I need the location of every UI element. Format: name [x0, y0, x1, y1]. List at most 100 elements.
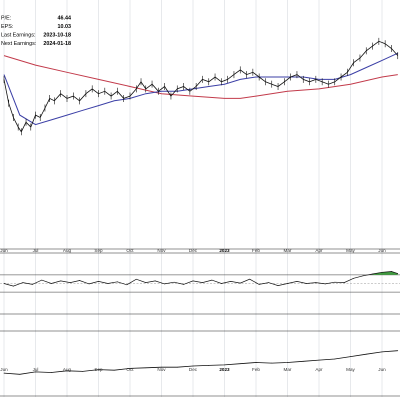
lower-indicator-point — [82, 371, 84, 372]
rsi-point — [3, 283, 5, 284]
grid-lines — [3, 0, 383, 397]
rsi-point — [381, 271, 383, 273]
x-tick-label: Apr — [315, 367, 323, 372]
sma-200-line — [3, 55, 398, 99]
x-tick-label: 2023 — [219, 248, 230, 253]
rsi-point — [296, 281, 298, 282]
rsi-point — [154, 280, 156, 282]
lower-indicator-point — [192, 365, 194, 367]
last-earnings-label: Last Earnings: — [1, 33, 35, 39]
rsi-point — [13, 285, 14, 287]
lower-indicator-point — [239, 363, 241, 365]
x-tick-label: Oct — [126, 367, 134, 372]
x-tick-label: Mar — [284, 367, 292, 372]
sma-50-line — [3, 52, 399, 126]
rsi-point — [397, 273, 399, 274]
lower-indicator-point — [397, 350, 399, 352]
rsi-point — [211, 279, 213, 281]
rsi-point — [192, 280, 194, 282]
rsi-point — [88, 283, 90, 285]
pe-label: P/E: — [1, 16, 11, 22]
pe-value: 46.44 — [58, 16, 72, 22]
last-earnings-value: 2023-10-18 — [43, 33, 71, 39]
rsi-point — [22, 282, 24, 283]
rsi-point — [183, 284, 184, 285]
lower-indicator-point — [208, 365, 210, 366]
rsi-point — [98, 281, 99, 282]
x-tick-label: Apr — [315, 248, 323, 253]
rsi-point — [258, 284, 260, 285]
rsi-point — [135, 278, 137, 280]
lower-indicator-point — [145, 367, 147, 369]
rsi-point — [277, 285, 279, 286]
lower-indicator-point — [19, 373, 21, 375]
price-line — [3, 40, 399, 133]
x-tick-label: Nov — [157, 248, 166, 253]
x-tick-label: Jun — [0, 248, 8, 253]
rsi-point — [107, 283, 109, 284]
rsi-point — [173, 281, 175, 283]
lower-indicator-point — [98, 369, 99, 370]
x-tick-label: Feb — [252, 248, 260, 253]
lower-indicator-point — [255, 362, 257, 363]
x-tick-label: Jun — [378, 367, 386, 372]
rsi-point — [117, 281, 118, 283]
rsi-point — [249, 278, 251, 280]
rsi-point — [31, 284, 33, 285]
rsi-point — [268, 282, 269, 283]
rsi-point — [287, 283, 288, 284]
lower-indicator-point — [3, 372, 5, 374]
lower-indicator-line — [3, 350, 398, 375]
rsi-point — [324, 283, 326, 285]
rsi-line — [3, 271, 398, 287]
rsi-point — [239, 282, 241, 284]
rsi-point — [50, 283, 52, 284]
rsi-point — [391, 271, 392, 272]
rsi-point — [353, 277, 354, 279]
x-tick-label: Aug — [63, 367, 72, 372]
lower-indicator-point — [50, 372, 52, 373]
x-tick-label: Jun — [378, 248, 386, 253]
rsi-point — [79, 280, 80, 281]
rsi-point — [202, 282, 203, 283]
x-tick-label: Dec — [189, 248, 198, 253]
x-tick-label: Dec — [189, 367, 198, 372]
volume-panel — [3, 350, 399, 375]
lower-indicator-point — [176, 366, 178, 368]
x-tick-label: May — [346, 367, 355, 372]
lower-indicator-point — [287, 362, 288, 363]
x-tick-label: May — [346, 248, 355, 253]
lower-indicator-point — [161, 366, 162, 368]
lower-indicator-point — [334, 358, 336, 360]
lower-indicator-point — [35, 371, 36, 373]
rsi-point — [230, 281, 232, 282]
rsi-point — [41, 279, 43, 281]
x-tick-label: Sep — [94, 248, 103, 253]
rsi-point — [60, 280, 62, 282]
lower-indicator-point — [381, 351, 383, 353]
x-axis: Jun Jun Jul Jul Aug Aug Sep Sep Oct Oct Nov Nov Dec D… — [0, 248, 386, 372]
x-tick-label: Oct — [126, 248, 134, 253]
lower-indicator-point — [66, 370, 68, 372]
eps-value: 10.03 — [58, 24, 72, 30]
rsi-point — [343, 282, 345, 283]
panel-borders — [0, 248, 400, 397]
rsi-point — [164, 283, 165, 285]
x-tick-label: 2023 — [219, 367, 230, 372]
x-tick-label: Jun — [0, 367, 8, 372]
rsi-point — [334, 281, 336, 283]
x-tick-label: Mar — [284, 248, 292, 253]
next-earnings-value: 2024-01-18 — [43, 41, 71, 47]
eps-label: EPS: — [1, 24, 13, 30]
x-tick-label: Sep — [94, 367, 103, 372]
price-panel — [3, 37, 399, 136]
rsi-point — [315, 282, 317, 283]
next-earnings-label: Next Earnings: — [1, 41, 36, 47]
rsi-panel — [0, 271, 400, 293]
lower-indicator-point — [318, 359, 320, 361]
lower-indicator-point — [302, 360, 304, 362]
lower-indicator-point — [224, 364, 225, 366]
lower-indicator-point — [365, 353, 367, 355]
lower-indicator-point — [350, 356, 351, 357]
